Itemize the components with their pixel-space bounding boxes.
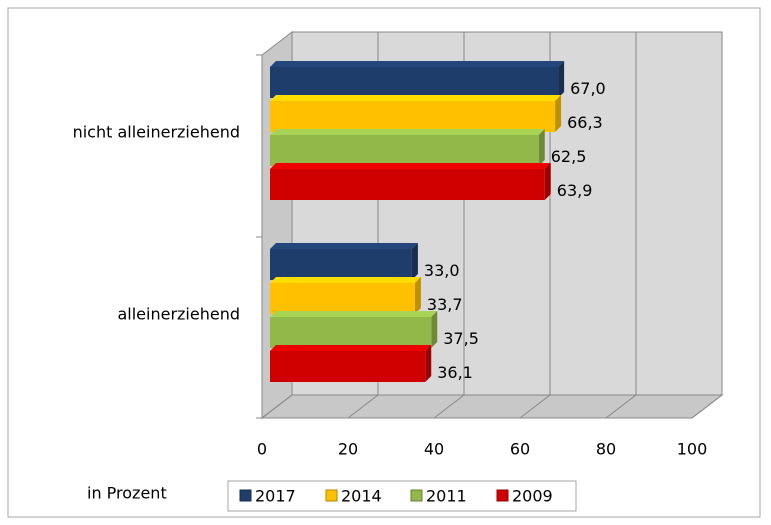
- bar-top: [270, 311, 438, 317]
- legend-label: 2009: [512, 487, 553, 506]
- bar-side: [558, 61, 565, 98]
- bar-top: [270, 163, 551, 169]
- legend-swatch: [496, 489, 509, 502]
- value-label: 36,1: [437, 363, 473, 382]
- axis-title: in Prozent: [87, 484, 167, 503]
- bar-side: [544, 163, 551, 200]
- bar: [270, 135, 539, 166]
- grid-line: [519, 394, 551, 419]
- legend-label: 2017: [255, 487, 296, 506]
- value-label: 62,5: [551, 147, 587, 166]
- value-label: 33,0: [424, 261, 460, 280]
- bar-side: [431, 311, 438, 348]
- value-label: 67,0: [570, 79, 606, 98]
- bar: [270, 67, 559, 98]
- bar-side: [425, 345, 432, 382]
- legend-label: 2014: [341, 487, 382, 506]
- bar-top: [270, 345, 432, 351]
- grid-line: [433, 394, 465, 419]
- category-label: alleinerziehend: [117, 305, 240, 324]
- bar-top: [270, 243, 418, 249]
- x-tick-label: 40: [424, 440, 444, 459]
- bar-top: [270, 277, 421, 283]
- grid-line: [691, 394, 723, 419]
- bar-side: [411, 243, 418, 280]
- bar: [270, 317, 432, 348]
- x-tick-label: 80: [596, 440, 616, 459]
- legend-box: [227, 480, 577, 512]
- bar-side: [538, 129, 545, 166]
- grid-line: [347, 394, 379, 419]
- legend-swatch: [410, 489, 423, 502]
- bar: [270, 351, 426, 382]
- x-tick-label: 100: [677, 440, 708, 459]
- bar-top: [270, 129, 545, 135]
- value-label: 33,7: [427, 295, 463, 314]
- value-label: 63,9: [557, 181, 593, 200]
- bar: [270, 283, 415, 314]
- bar: [270, 169, 545, 200]
- bar: [270, 249, 412, 280]
- value-label: 37,5: [443, 329, 479, 348]
- legend-swatch: [239, 489, 252, 502]
- x-tick-label: 0: [257, 440, 267, 459]
- category-label: nicht alleinerziehend: [73, 123, 240, 142]
- grid-line: [261, 394, 293, 419]
- bar: [270, 101, 556, 132]
- value-label: 66,3: [567, 113, 603, 132]
- grid-line: [605, 394, 637, 419]
- x-tick-label: 60: [510, 440, 530, 459]
- legend-swatch: [325, 489, 338, 502]
- bar-top: [270, 95, 562, 101]
- x-tick-label: 20: [338, 440, 358, 459]
- bar-side: [555, 95, 562, 132]
- floor: [260, 394, 724, 419]
- legend-label: 2011: [426, 487, 467, 506]
- bar-side: [414, 277, 421, 314]
- bar-top: [270, 61, 565, 67]
